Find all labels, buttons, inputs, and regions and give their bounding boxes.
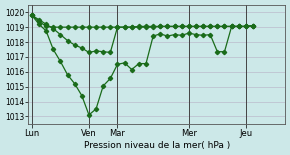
X-axis label: Pression niveau de la mer( hPa ): Pression niveau de la mer( hPa ): [84, 141, 230, 150]
